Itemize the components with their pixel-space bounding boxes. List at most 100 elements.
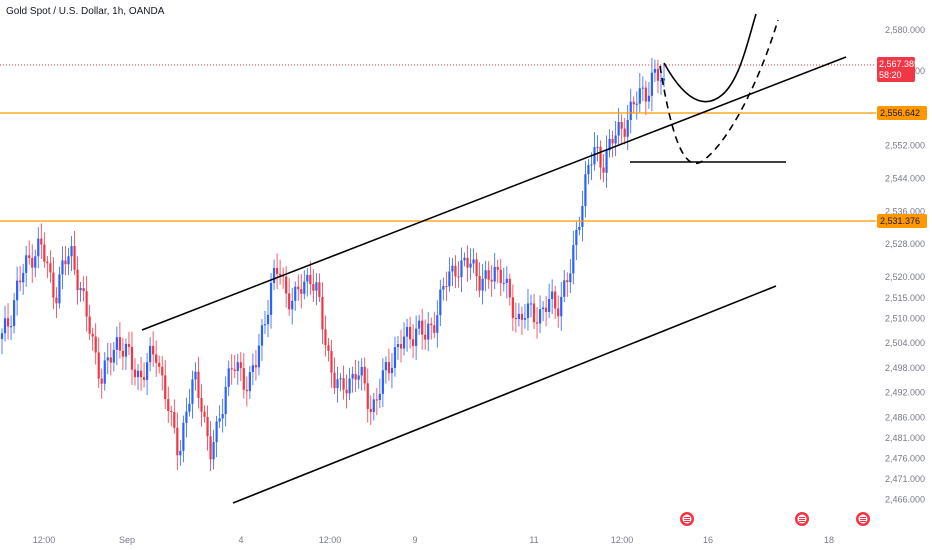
candle <box>94 323 97 365</box>
candle <box>242 353 245 399</box>
candle <box>369 395 372 425</box>
candle <box>427 311 430 352</box>
candle <box>572 230 575 285</box>
current-price-badge: 2,567.385 58:20 <box>877 57 919 82</box>
candle <box>248 365 251 400</box>
projection-curve-solid[interactable] <box>663 13 757 103</box>
candle <box>653 59 657 82</box>
candle <box>378 378 381 409</box>
price-axis[interactable]: 2,580.0002,570.0002,560.0002,552.0002,54… <box>885 25 925 505</box>
channel-lower-trendline[interactable] <box>232 285 777 504</box>
candle <box>309 261 312 295</box>
candle <box>136 364 140 391</box>
candle <box>179 440 182 466</box>
candle <box>402 322 406 356</box>
candle <box>445 271 448 302</box>
candle <box>602 153 605 183</box>
candle <box>626 104 629 151</box>
candle <box>330 339 333 388</box>
candle <box>529 294 533 318</box>
price-tick-label: 2,580.000 <box>885 25 925 35</box>
candle <box>408 316 412 349</box>
candle <box>263 310 267 334</box>
candle <box>221 398 224 433</box>
candle <box>454 255 457 288</box>
candle <box>345 374 348 409</box>
candle <box>25 245 28 287</box>
candle <box>124 338 128 370</box>
candle <box>106 342 109 375</box>
candle <box>112 342 115 372</box>
candle <box>61 246 64 290</box>
candle <box>478 262 481 298</box>
candle <box>575 221 578 261</box>
candle <box>67 247 70 276</box>
candle <box>508 273 511 306</box>
candle <box>517 303 521 327</box>
candle <box>647 82 650 109</box>
candle <box>448 257 451 292</box>
candle <box>318 273 321 302</box>
candle <box>103 352 106 391</box>
candle <box>16 266 19 316</box>
candle <box>170 405 173 427</box>
channel-upper-trendline[interactable] <box>141 56 847 331</box>
level-badge-lower: 2,531.376 <box>877 214 927 228</box>
candle <box>194 362 197 391</box>
candle <box>493 253 496 290</box>
candle <box>227 360 230 397</box>
candle <box>176 412 179 471</box>
candle <box>442 277 445 301</box>
current-price-value: 2,567.385 <box>879 59 919 69</box>
candle <box>257 333 261 376</box>
time-tick-label: 12:00 <box>33 535 56 545</box>
candle <box>629 88 632 134</box>
candle <box>560 281 563 331</box>
candle <box>548 283 551 318</box>
candle <box>620 114 623 144</box>
candle <box>505 266 508 299</box>
projection-curve-dashed[interactable] <box>659 19 779 165</box>
candle <box>185 397 188 438</box>
time-axis[interactable]: 12:00 Sep 4 12:00 9 11 12:00 16 18 <box>33 535 834 545</box>
price-tick-label: 2,481.000 <box>885 433 925 443</box>
economic-event-icon[interactable] <box>856 512 870 526</box>
candle <box>499 258 502 297</box>
candle <box>433 311 436 339</box>
candle <box>300 273 303 309</box>
candle <box>303 270 306 300</box>
candle <box>569 259 572 294</box>
candle <box>650 57 654 111</box>
candle <box>294 281 297 311</box>
candle <box>393 336 397 377</box>
candle <box>158 355 161 374</box>
candle <box>282 267 285 289</box>
candle <box>475 252 478 292</box>
candle <box>490 265 493 297</box>
candle <box>188 389 191 417</box>
candle <box>375 387 378 416</box>
economic-event-icon[interactable] <box>680 512 694 526</box>
candle <box>285 266 288 308</box>
price-tick-label: 2,498.000 <box>885 363 925 373</box>
candle <box>502 267 505 292</box>
price-tick-label: 2,504.000 <box>885 338 925 348</box>
candle <box>200 384 203 427</box>
candle <box>155 340 158 377</box>
candle <box>12 293 16 334</box>
candle <box>578 216 581 236</box>
level-lower-value: 2,531.376 <box>880 216 920 226</box>
candle <box>269 273 273 329</box>
candle <box>511 284 514 332</box>
candle <box>139 357 143 391</box>
candle <box>130 331 134 385</box>
candle <box>22 264 25 295</box>
price-tick-label: 2,486.000 <box>885 412 925 422</box>
candle <box>632 96 635 113</box>
time-tick-label: 12:00 <box>611 535 634 545</box>
candle <box>608 129 611 158</box>
candle <box>351 366 354 393</box>
economic-event-icon[interactable] <box>795 512 809 526</box>
candle <box>430 317 433 340</box>
